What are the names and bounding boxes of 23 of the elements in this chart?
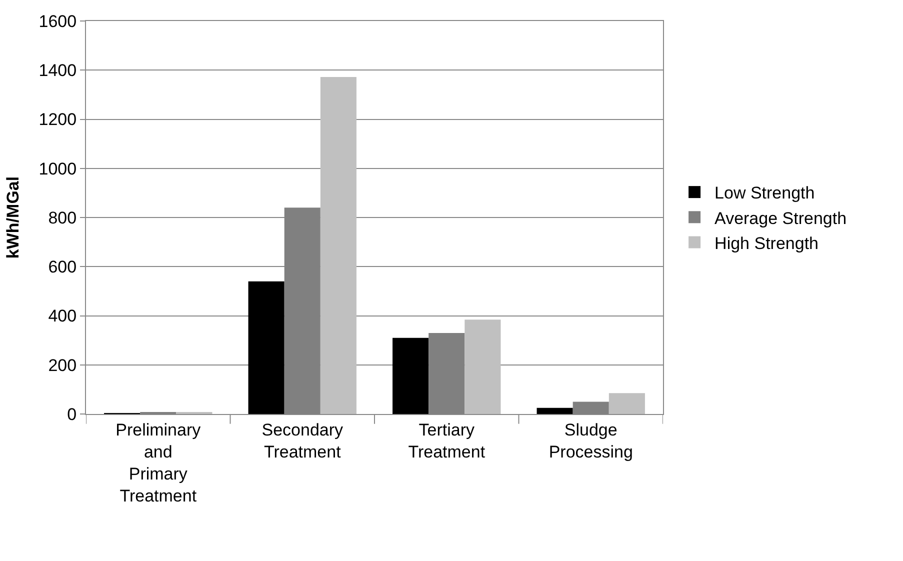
bar [464,320,501,414]
x-tick-label: Secondary Treatment [262,420,344,462]
x-tick-label: Tertiary Treatment [408,420,486,462]
y-tick-label: 0 [67,404,77,424]
legend-label: High Strength [714,234,818,253]
bar [392,338,429,414]
y-tick-label: 800 [48,208,77,228]
bar [536,408,573,414]
y-tick-label: 400 [48,306,77,326]
legend-label: Low Strength [714,184,815,203]
y-tick-label: 1200 [38,110,77,130]
x-tick-label: Sludge Processing [548,420,633,462]
y-tick-label: 200 [48,356,77,375]
bar [608,393,645,414]
bar [320,77,356,414]
x-tick-label: Preliminary and Primary Treatment [116,420,202,506]
y-tick-label: 600 [48,258,77,277]
y-tick-label: 1600 [38,12,77,31]
legend-label: Average Strength [714,208,847,228]
y-tick-label: 1400 [38,61,77,80]
y-tick-label: 1000 [38,159,77,178]
y-axis-title: kWh/MGal [3,176,22,259]
bar [248,281,284,414]
